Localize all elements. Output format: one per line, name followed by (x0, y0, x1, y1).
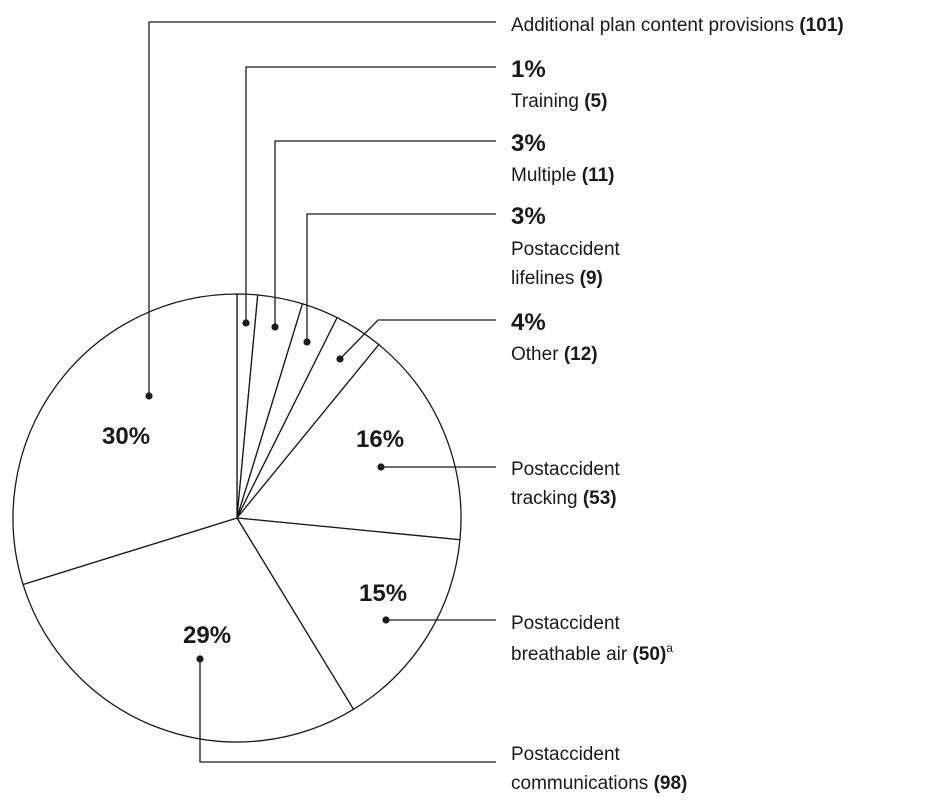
tracking-percent-label: 16% (356, 426, 404, 453)
comms-percent-label: 29% (183, 622, 231, 649)
other-label: Other (12) (511, 344, 598, 365)
other-leader-dot (336, 355, 344, 363)
air-footnote: a (666, 641, 673, 655)
other-count: (12) (564, 344, 598, 365)
multiple-leader-dot (271, 323, 279, 331)
additional-name: Additional plan content provisions (511, 15, 794, 36)
other-name: Other (511, 344, 559, 365)
comms-label-line2: communications (98) (511, 773, 687, 794)
tracking-count: (53) (583, 488, 617, 509)
comms-leader-line (199, 659, 496, 763)
comms-count: (98) (654, 773, 688, 794)
multiple-count: (11) (582, 165, 615, 186)
lifelines-name: lifelines (511, 268, 574, 289)
pie-slice-postaccident-breathable-air (235, 517, 461, 711)
additional-leader-line (148, 21, 496, 396)
training-count: (5) (584, 91, 607, 112)
tracking-leader-dot (377, 463, 385, 471)
training-label: Training (5) (511, 91, 607, 112)
pie-slice-additional-plan-content-provisions (12, 293, 238, 586)
other-leader-line (339, 319, 496, 360)
multiple-percent: 3% (511, 130, 546, 157)
lifelines-leader-dot (303, 338, 311, 346)
lifelines-percent: 3% (511, 203, 546, 230)
tracking-label-line1: Postaccident (511, 459, 621, 480)
multiple-leader-line (274, 140, 496, 327)
air-label-line2: breathable air (50)a (511, 641, 673, 665)
multiple-label: Multiple (11) (511, 165, 615, 186)
air-percent-label: 15% (359, 580, 407, 607)
air-name: breathable air (511, 644, 628, 665)
lifelines-label-line2: lifelines (9) (511, 268, 603, 289)
additional-percent-label: 30% (102, 423, 150, 450)
tracking-label-line2: tracking (53) (511, 488, 617, 509)
training-percent: 1% (511, 56, 546, 83)
pie-slice-postaccident-tracking (235, 343, 462, 541)
training-name: Training (511, 91, 579, 112)
air-leader-dot (382, 616, 390, 624)
air-count: (50) (632, 644, 666, 665)
other-percent: 4% (511, 309, 546, 336)
additional-leader-dot (145, 392, 153, 400)
pie-slices (12, 293, 462, 743)
lifelines-label-line1: Postaccident (511, 239, 621, 260)
tracking-name: tracking (511, 488, 578, 509)
pie-slice-postaccident-communications (22, 517, 355, 743)
air-label-line1: Postaccident (511, 613, 621, 634)
multiple-name: Multiple (511, 165, 576, 186)
comms-label-line1: Postaccident (511, 744, 621, 765)
additional-label: Additional plan content provisions (101) (511, 15, 844, 36)
lifelines-count: (9) (580, 268, 603, 289)
additional-count: (101) (799, 15, 843, 36)
comms-leader-dot (196, 655, 204, 663)
leader-lines (145, 21, 496, 763)
comms-name: communications (511, 773, 648, 794)
training-leader-line (245, 66, 496, 323)
training-leader-dot (242, 319, 250, 327)
lifelines-leader-line (306, 213, 496, 342)
